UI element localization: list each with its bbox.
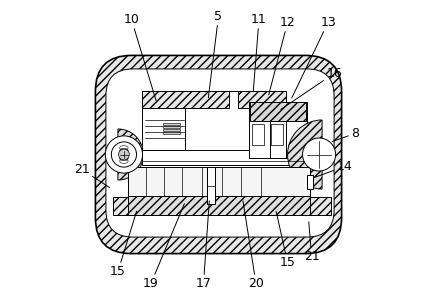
Text: 15: 15: [276, 211, 295, 269]
FancyBboxPatch shape: [95, 55, 342, 254]
Text: 17: 17: [195, 201, 211, 290]
FancyBboxPatch shape: [106, 69, 334, 237]
Circle shape: [303, 138, 336, 171]
Bar: [271, 125, 283, 145]
Wedge shape: [118, 129, 144, 180]
Text: 19: 19: [143, 204, 184, 290]
Text: 8: 8: [332, 127, 359, 142]
Bar: [113, 197, 331, 215]
Bar: [163, 126, 180, 128]
Bar: [142, 150, 309, 165]
Wedge shape: [288, 120, 322, 189]
Text: 13: 13: [292, 16, 336, 98]
Text: 14: 14: [314, 160, 353, 178]
Bar: [128, 196, 310, 215]
Circle shape: [111, 142, 136, 167]
Bar: [250, 102, 306, 122]
Circle shape: [119, 149, 129, 160]
Bar: [142, 108, 186, 150]
Bar: [252, 125, 264, 145]
Text: 11: 11: [251, 13, 267, 92]
Text: 10: 10: [124, 13, 156, 101]
Bar: [163, 129, 180, 132]
Text: 12: 12: [269, 16, 295, 95]
Bar: [163, 132, 180, 135]
Text: 15: 15: [110, 211, 136, 278]
Text: 21: 21: [304, 222, 319, 263]
Text: 16: 16: [281, 67, 342, 109]
Circle shape: [105, 136, 143, 173]
Bar: [238, 92, 286, 108]
Bar: [163, 123, 180, 125]
Text: 20: 20: [243, 201, 264, 290]
Bar: [307, 175, 313, 189]
Text: 21: 21: [74, 163, 109, 188]
Bar: [128, 168, 310, 196]
Bar: [207, 167, 215, 204]
Bar: [249, 102, 307, 158]
Bar: [142, 92, 229, 108]
Text: 5: 5: [208, 10, 222, 98]
